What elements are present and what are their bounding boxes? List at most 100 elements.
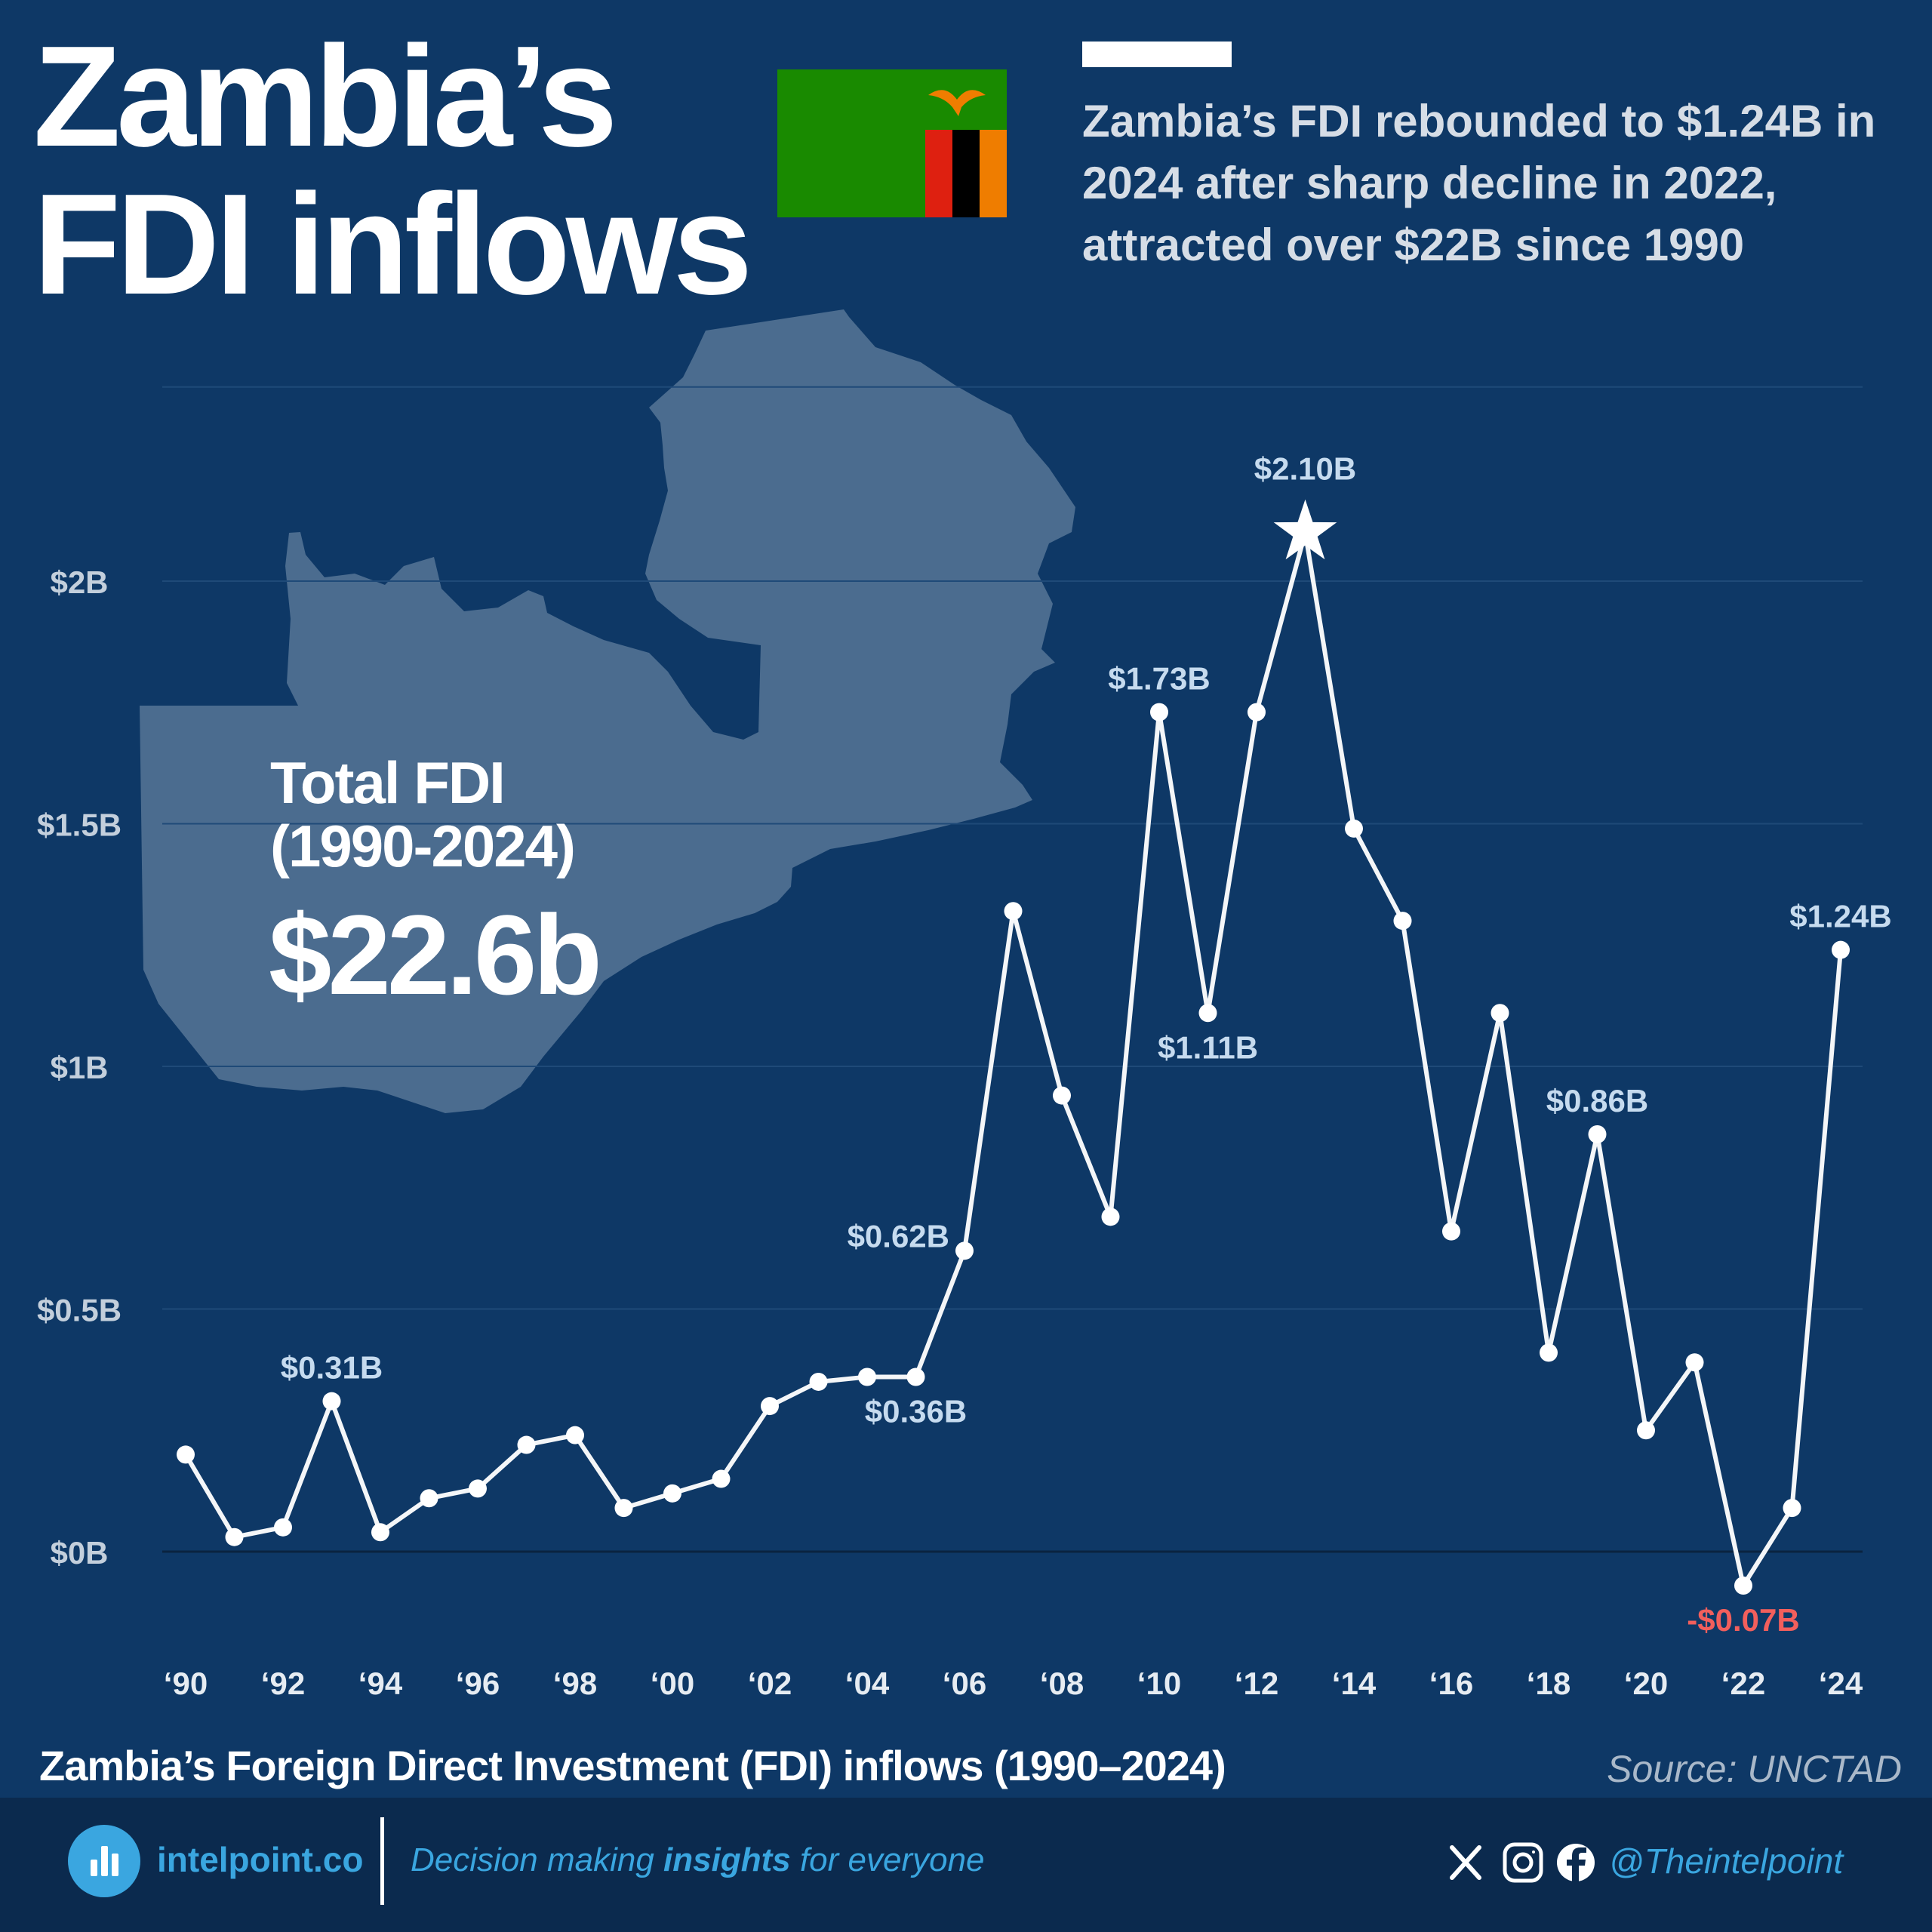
data-label: $0.36B bbox=[865, 1394, 967, 1429]
data-points bbox=[177, 499, 1850, 1595]
data-point bbox=[663, 1484, 681, 1503]
data-point bbox=[1783, 1499, 1801, 1518]
x-tick-label: ‘94 bbox=[358, 1666, 403, 1701]
data-point bbox=[566, 1426, 584, 1444]
y-tick-label: $2B bbox=[50, 565, 108, 600]
data-point bbox=[1393, 912, 1412, 931]
total-label-line-1: Total FDI bbox=[270, 749, 506, 816]
data-point bbox=[1540, 1343, 1558, 1362]
x-tick-label: ‘14 bbox=[1332, 1666, 1377, 1701]
y-tick-label: $1.5B bbox=[37, 808, 122, 843]
data-point bbox=[712, 1469, 731, 1488]
data-label: $0.62B bbox=[848, 1218, 949, 1254]
footer-divider bbox=[380, 1817, 384, 1905]
brand-link[interactable]: intelpoint.co bbox=[157, 1840, 364, 1879]
data-point bbox=[274, 1518, 292, 1537]
x-tick-label: ‘12 bbox=[1235, 1666, 1278, 1701]
y-tick-label: $0.5B bbox=[37, 1293, 122, 1328]
data-point bbox=[1442, 1222, 1460, 1241]
x-tick-label: ‘04 bbox=[845, 1666, 890, 1701]
data-point bbox=[1198, 1004, 1217, 1023]
y-axis: $0B $0.5B $1B $1.5B $2B bbox=[37, 565, 122, 1571]
data-point bbox=[1685, 1353, 1704, 1372]
data-point bbox=[1734, 1577, 1752, 1595]
x-tick-label: ‘00 bbox=[651, 1666, 694, 1701]
footer: intelpoint.co Decision making insights f… bbox=[0, 1798, 1932, 1932]
x-tick-label: ‘08 bbox=[1040, 1666, 1084, 1701]
source-note: Source: UNCTAD bbox=[1607, 1748, 1902, 1790]
data-point bbox=[761, 1397, 779, 1416]
instagram-icon[interactable] bbox=[1503, 1842, 1543, 1883]
tagline-post: for everyone bbox=[790, 1841, 985, 1878]
data-point bbox=[614, 1499, 633, 1518]
data-label: $1.24B bbox=[1789, 899, 1891, 934]
x-icon[interactable] bbox=[1450, 1845, 1481, 1880]
x-tick-label: ‘92 bbox=[261, 1666, 305, 1701]
facebook-icon[interactable] bbox=[1557, 1844, 1595, 1882]
data-point bbox=[809, 1372, 828, 1391]
y-tick-label: $0B bbox=[50, 1535, 108, 1571]
star-icon bbox=[1273, 499, 1337, 560]
x-axis: ‘90 ‘92 ‘94 ‘96 ‘98 ‘00 ‘02 ‘04 ‘06 ‘08 ‘10 ‘12 ‘14 ‘… bbox=[164, 1666, 1863, 1701]
data-point bbox=[1004, 902, 1023, 921]
x-tick-label: ‘06 bbox=[943, 1666, 986, 1701]
data-point bbox=[906, 1367, 925, 1386]
x-tick-label: ‘18 bbox=[1527, 1666, 1571, 1701]
x-tick-label: ‘02 bbox=[748, 1666, 792, 1701]
chart-caption: Zambia’s Foreign Direct Investment (FDI)… bbox=[39, 1742, 1226, 1789]
x-tick-label: ‘96 bbox=[456, 1666, 500, 1701]
tagline: Decision making insights for everyone bbox=[411, 1838, 985, 1882]
data-label: $0.31B bbox=[281, 1350, 383, 1386]
x-tick-label: ‘20 bbox=[1624, 1666, 1668, 1701]
data-point bbox=[1637, 1421, 1655, 1440]
x-tick-label: ‘10 bbox=[1137, 1666, 1181, 1701]
x-tick-label: ‘22 bbox=[1721, 1666, 1765, 1701]
data-point bbox=[469, 1479, 487, 1498]
data-point bbox=[1588, 1125, 1607, 1144]
data-point bbox=[1832, 940, 1850, 959]
data-label: $0.86B bbox=[1546, 1083, 1648, 1118]
title-line-2: FDI inflows bbox=[33, 165, 752, 325]
data-point bbox=[371, 1523, 389, 1542]
x-tick-label: ‘90 bbox=[164, 1666, 208, 1701]
data-point bbox=[225, 1527, 244, 1546]
data-label: $1.11B bbox=[1158, 1029, 1258, 1065]
total-fdi-value: $22.6b bbox=[269, 891, 602, 1018]
data-label: $2.10B bbox=[1254, 451, 1356, 487]
data-point bbox=[322, 1392, 341, 1411]
data-point bbox=[1247, 703, 1266, 721]
accent-bar bbox=[1082, 42, 1232, 67]
title-line-1: Zambia’s bbox=[33, 17, 618, 177]
zambia-map-shape bbox=[140, 309, 1075, 1113]
social-handle[interactable]: @Theintelpoint bbox=[1609, 1841, 1844, 1881]
data-label: -$0.07B bbox=[1687, 1602, 1799, 1638]
chart-grid bbox=[162, 386, 1863, 1553]
x-tick-label: ‘24 bbox=[1819, 1666, 1863, 1701]
data-label: $1.73B bbox=[1108, 661, 1210, 697]
headline: Zambia’s FDI rebounded to $1.24B in 2024… bbox=[1082, 96, 1876, 270]
data-point bbox=[1491, 1004, 1509, 1023]
data-point bbox=[858, 1367, 876, 1386]
tagline-pre: Decision making bbox=[411, 1841, 664, 1878]
data-point bbox=[955, 1241, 974, 1260]
total-fdi-label: Total FDI (1990-2024) bbox=[270, 749, 576, 879]
x-tick-label: ‘98 bbox=[553, 1666, 597, 1701]
data-labels: $0.31B $0.36B $0.62B $1.73B $1.11B $2.10B $0.8… bbox=[281, 451, 1892, 1638]
total-label-line-2: (1990-2024) bbox=[270, 813, 576, 879]
tagline-bold: insights bbox=[663, 1841, 791, 1878]
page-title: Zambia’s FDI inflows bbox=[33, 17, 752, 325]
data-point bbox=[517, 1435, 536, 1454]
x-tick-label: ‘16 bbox=[1429, 1666, 1473, 1701]
data-point bbox=[1150, 703, 1168, 721]
social-icons bbox=[1450, 1842, 1595, 1883]
bar-chart-icon bbox=[68, 1825, 140, 1897]
data-point bbox=[1345, 819, 1363, 838]
data-point bbox=[177, 1445, 195, 1464]
zambia-flag-icon bbox=[777, 69, 1007, 217]
data-point bbox=[1053, 1086, 1071, 1105]
data-point bbox=[420, 1489, 438, 1508]
y-tick-label: $1B bbox=[50, 1050, 108, 1085]
data-point bbox=[1101, 1208, 1120, 1226]
